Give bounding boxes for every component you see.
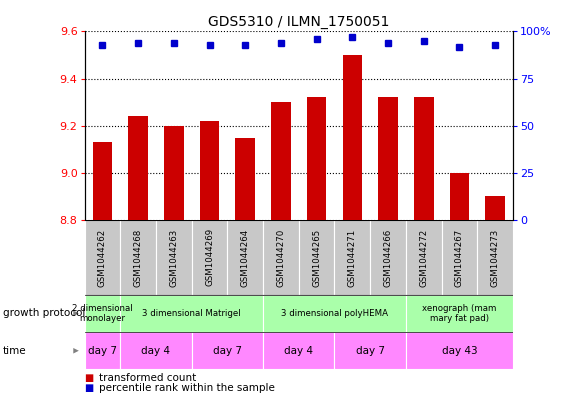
Text: day 4: day 4 <box>142 346 170 356</box>
Bar <box>406 220 441 295</box>
Bar <box>120 220 156 295</box>
Text: day 43: day 43 <box>442 346 477 356</box>
Bar <box>307 97 326 220</box>
Text: xenograph (mam
mary fat pad): xenograph (mam mary fat pad) <box>422 304 497 323</box>
Bar <box>449 173 469 220</box>
Text: GSM1044266: GSM1044266 <box>384 228 392 286</box>
Text: ■: ■ <box>85 373 94 383</box>
Text: GSM1044267: GSM1044267 <box>455 228 464 286</box>
Text: GSM1044265: GSM1044265 <box>312 228 321 286</box>
Bar <box>156 220 192 295</box>
Text: GSM1044269: GSM1044269 <box>205 228 214 286</box>
Text: GSM1044273: GSM1044273 <box>491 228 500 286</box>
Bar <box>120 332 192 369</box>
Bar <box>192 332 263 369</box>
Title: GDS5310 / ILMN_1750051: GDS5310 / ILMN_1750051 <box>208 15 389 29</box>
Bar <box>406 295 513 332</box>
Bar <box>85 332 120 369</box>
Text: ■: ■ <box>85 383 94 393</box>
Bar <box>298 220 335 295</box>
Text: day 7: day 7 <box>213 346 242 356</box>
Bar <box>263 332 335 369</box>
Bar <box>227 220 263 295</box>
Bar <box>263 220 299 295</box>
Text: GSM1044262: GSM1044262 <box>98 228 107 286</box>
Bar <box>441 220 477 295</box>
Bar <box>263 295 406 332</box>
Bar <box>85 220 120 295</box>
Bar <box>164 126 184 220</box>
Text: transformed count: transformed count <box>99 373 196 383</box>
Text: GSM1044271: GSM1044271 <box>348 228 357 286</box>
Bar <box>378 97 398 220</box>
Text: growth protocol: growth protocol <box>3 309 85 318</box>
Bar <box>236 138 255 220</box>
Bar <box>200 121 219 220</box>
Bar <box>343 55 362 220</box>
Bar <box>477 220 513 295</box>
Bar <box>335 220 370 295</box>
Text: GSM1044263: GSM1044263 <box>169 228 178 286</box>
Bar <box>486 196 505 220</box>
Bar <box>406 332 513 369</box>
Bar <box>370 220 406 295</box>
Bar <box>128 116 148 220</box>
Text: GSM1044268: GSM1044268 <box>134 228 143 286</box>
Text: GSM1044264: GSM1044264 <box>241 228 250 286</box>
Bar <box>93 142 112 220</box>
Text: day 4: day 4 <box>285 346 313 356</box>
Text: 3 dimensional polyHEMA: 3 dimensional polyHEMA <box>281 309 388 318</box>
Text: GSM1044272: GSM1044272 <box>419 228 429 286</box>
Bar <box>192 220 227 295</box>
Bar <box>120 295 263 332</box>
Text: 3 dimensional Matrigel: 3 dimensional Matrigel <box>142 309 241 318</box>
Bar <box>335 332 406 369</box>
Text: GSM1044270: GSM1044270 <box>276 228 286 286</box>
Text: time: time <box>3 346 27 356</box>
Bar <box>414 97 434 220</box>
Bar <box>85 295 120 332</box>
Text: 2 dimensional
monolayer: 2 dimensional monolayer <box>72 304 133 323</box>
Bar <box>271 102 291 220</box>
Text: percentile rank within the sample: percentile rank within the sample <box>99 383 275 393</box>
Text: day 7: day 7 <box>88 346 117 356</box>
Text: day 7: day 7 <box>356 346 385 356</box>
